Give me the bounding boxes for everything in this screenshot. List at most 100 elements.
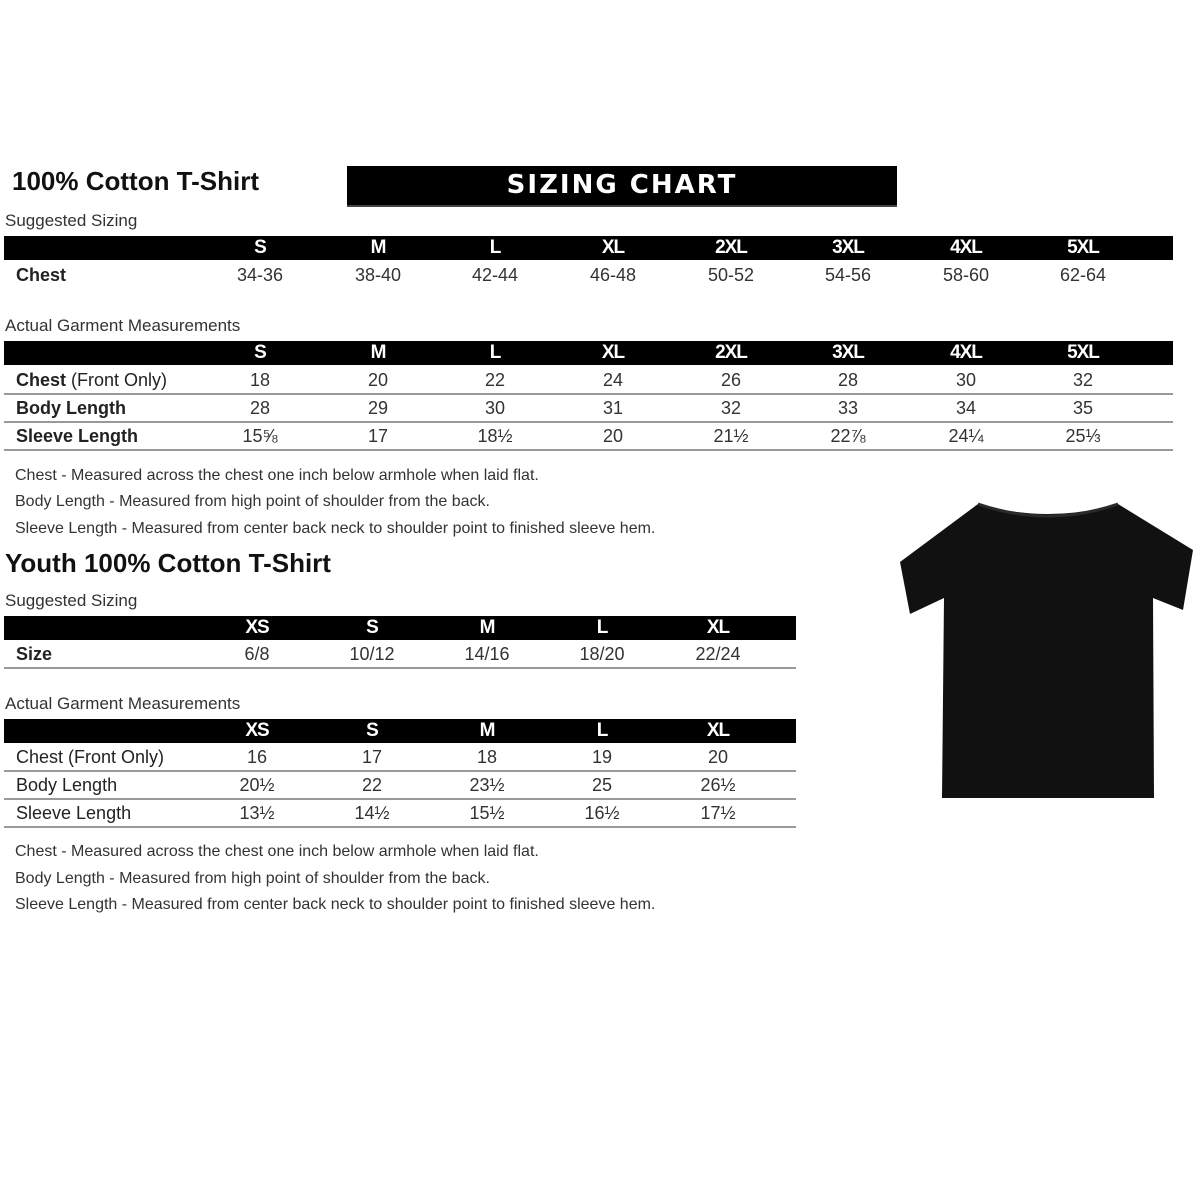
table-cell: 50-52 (707, 265, 755, 285)
table-cell: 17½ (700, 803, 736, 823)
table-cell: 58-60 (942, 265, 990, 285)
table-cell: 23½ (469, 775, 505, 795)
youth-actual_rows-header-bar: XS S M L XL (4, 719, 796, 743)
table-cell: 31 (602, 398, 624, 418)
size-header: XL (706, 617, 730, 638)
row-label-text: Sleeve Length (16, 426, 139, 446)
size-header: 5XL (1067, 237, 1100, 258)
size-header: XL (601, 237, 625, 258)
size-header: L (596, 617, 609, 638)
size-header: M (479, 617, 496, 638)
table-cell: 20 (602, 426, 624, 446)
table-cell: 46-48 (589, 265, 637, 285)
table-cell: 42-44 (471, 265, 519, 285)
table-cell: 20 (367, 370, 389, 390)
row-divider (4, 449, 1173, 451)
youth-suggested-label: Suggested Sizing (5, 591, 138, 610)
sizing-chart-banner: SIZING CHART (347, 166, 897, 207)
adult-actual_rows-header-bar: S M L XL 2XL 3XL 4XL 5XL (4, 341, 1173, 365)
table-cell: 22/24 (695, 644, 741, 664)
row-label: Sleeve Length (16, 803, 131, 824)
table-cell: 18 (476, 747, 498, 767)
table-cell: 22 (484, 370, 506, 390)
table-cell: 16 (246, 747, 268, 767)
banner-text: SIZING CHART (506, 170, 738, 200)
youth-actual-label: Actual Garment Measurements (5, 694, 241, 713)
adult-suggested_rows-header-bar: S M L XL 2XL 3XL 4XL 5XL (4, 236, 1173, 260)
table-cell: 13½ (239, 803, 275, 823)
size-header: 2XL (715, 342, 748, 363)
size-header: S (254, 342, 267, 363)
row-divider (4, 421, 1173, 423)
table-cell: 38-40 (354, 265, 402, 285)
table-cell: 18½ (477, 426, 513, 446)
table-cell: 14/16 (464, 644, 510, 664)
row-divider (4, 826, 796, 828)
row-label-text: Chest (16, 370, 67, 390)
black-tshirt-icon (900, 502, 1193, 798)
row-label: Sleeve Length (16, 426, 138, 447)
table-cell: 22⅞ (830, 426, 866, 446)
size-header: 5XL (1067, 342, 1100, 363)
size-header: S (366, 720, 379, 741)
row-divider (4, 393, 1173, 395)
size-header: 2XL (715, 237, 748, 258)
table-cell: 6/8 (244, 644, 270, 664)
row-label-text: Size (16, 644, 53, 664)
measurement-note: Body Length - Measured from high point o… (15, 493, 490, 510)
table-cell: 20½ (239, 775, 275, 795)
size-header: 4XL (950, 342, 983, 363)
table-cell: 18/20 (579, 644, 625, 664)
table-cell: 15⅝ (242, 426, 278, 446)
table-cell: 21½ (713, 426, 749, 446)
row-label-text: Chest (Front Only) (16, 747, 165, 767)
measurement-note: Body Length - Measured from high point o… (15, 870, 490, 887)
measurement-note: Sleeve Length - Measured from center bac… (15, 896, 656, 913)
table-cell: 28 (249, 398, 271, 418)
table-cell: 16½ (584, 803, 620, 823)
table-cell: 19 (591, 747, 613, 767)
table-cell: 30 (955, 370, 977, 390)
row-label-suffix: (Front Only) (66, 370, 168, 390)
adult-title: 100% Cotton T-Shirt (12, 166, 260, 196)
table-cell: 34 (955, 398, 977, 418)
table-cell: 34-36 (236, 265, 284, 285)
size-header: S (366, 617, 379, 638)
table-cell: 24 (602, 370, 624, 390)
table-cell: 24¼ (948, 426, 984, 446)
size-header: S (254, 237, 267, 258)
table-cell: 10/12 (349, 644, 395, 664)
table-cell: 15½ (469, 803, 505, 823)
table-cell: 54-56 (824, 265, 872, 285)
table-cell: 20 (707, 747, 729, 767)
youth-suggested_rows-header-bar: XS S M L XL (4, 616, 796, 640)
row-label: Chest (16, 265, 66, 286)
size-header: L (489, 237, 502, 258)
row-label-text: Body Length (16, 398, 126, 418)
row-label: Chest (Front Only) (16, 747, 164, 768)
size-header: XS (245, 720, 269, 741)
row-divider (4, 667, 796, 669)
size-header: XL (706, 720, 730, 741)
measurement-note: Sleeve Length - Measured from center bac… (15, 520, 656, 537)
adult-actual-label: Actual Garment Measurements (5, 316, 241, 335)
size-header: 4XL (950, 237, 983, 258)
size-header: L (489, 342, 502, 363)
table-cell: 32 (1072, 370, 1094, 390)
adult-suggested-label: Suggested Sizing (5, 211, 138, 230)
row-divider (4, 798, 796, 800)
table-cell: 14½ (354, 803, 390, 823)
row-label-text: Sleeve Length (16, 803, 132, 823)
table-cell: 62-64 (1059, 265, 1107, 285)
table-cell: 25 (591, 775, 613, 795)
table-cell: 18 (249, 370, 271, 390)
size-header: M (370, 342, 387, 363)
table-cell: 32 (720, 398, 742, 418)
size-header: 3XL (832, 237, 865, 258)
row-label-text: Body Length (16, 775, 118, 795)
table-cell: 25⅓ (1065, 426, 1101, 446)
table-cell: 17 (367, 426, 389, 446)
table-cell: 17 (361, 747, 383, 767)
table-cell: 26½ (700, 775, 736, 795)
row-label: Chest (Front Only) (16, 370, 167, 391)
